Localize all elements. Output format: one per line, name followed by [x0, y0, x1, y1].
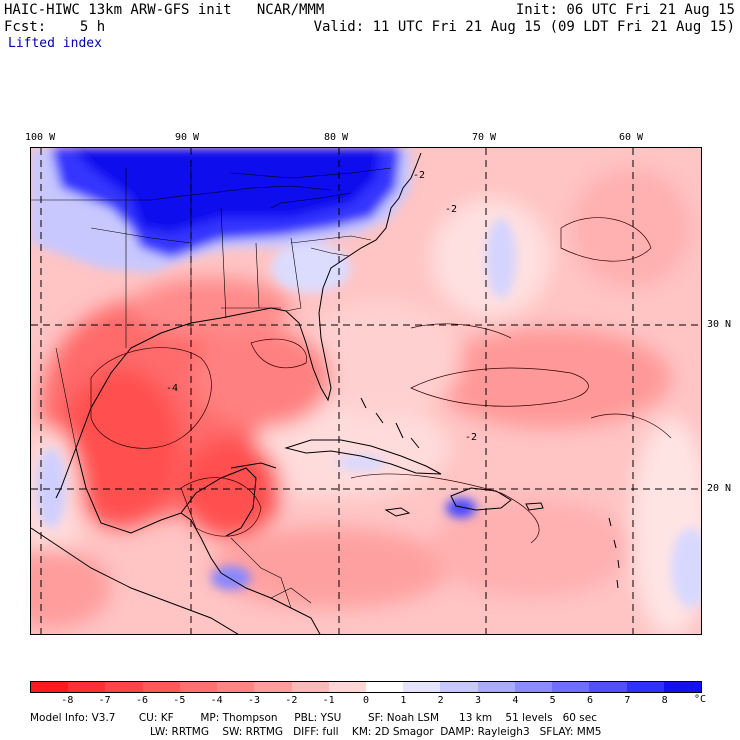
- colorbar-tick-label: 1: [400, 695, 407, 706]
- colorbar: [30, 681, 702, 693]
- colorbar-tick-label: 7: [624, 695, 631, 706]
- colorbar-tick-label: -6: [135, 695, 149, 706]
- colorbar-swatch: [68, 682, 106, 692]
- colorbar-tick-label: 5: [549, 695, 556, 706]
- colorbar-unit: °C: [694, 694, 707, 705]
- colorbar-swatch: [328, 682, 366, 692]
- header-init: Init: 06 UTC Fri 21 Aug 15: [515, 2, 735, 18]
- header-title: HAIC-HIWC 13km ARW-GFS init NCAR/MMM: [4, 2, 325, 18]
- coastlines: [31, 152, 620, 634]
- colorbar-swatch: [365, 682, 404, 692]
- colorbar-tick-label: -1: [322, 695, 335, 706]
- colorbar-tick-label: 0: [362, 695, 370, 706]
- lon-label-70w: 70 W: [472, 132, 497, 143]
- colorbar-tick-label: -2: [285, 695, 298, 706]
- lon-label-80w: 80 W: [324, 132, 349, 143]
- colorbar-swatch: [589, 682, 627, 692]
- contour-label: -2: [445, 204, 458, 215]
- colorbar-swatch: [291, 682, 329, 692]
- colorbar-tick-label: -8: [61, 695, 74, 706]
- lon-label-60w: 60 W: [619, 132, 644, 143]
- colorbar-tick-label: 2: [437, 695, 444, 706]
- colorbar-tick-label: 3: [474, 695, 482, 706]
- colorbar-tick-label: -3: [247, 695, 261, 706]
- lifted-index-map: -2 -2 -2 -4: [30, 147, 702, 635]
- colorbar-swatch: [663, 682, 701, 692]
- colorbar-swatch: [477, 682, 515, 692]
- header-valid: Valid: 11 UTC Fri 21 Aug 15 (09 LDT Fri …: [313, 19, 735, 35]
- map-graphic: [31, 148, 701, 634]
- colorbar-tick-label: -7: [98, 695, 111, 706]
- contour-label: -2: [413, 170, 426, 181]
- colorbar-swatch: [179, 682, 218, 692]
- colorbar-swatch: [514, 682, 553, 692]
- colorbar-tick-label: 4: [512, 695, 519, 706]
- colorbar-swatch: [552, 682, 590, 692]
- colorbar-swatch: [626, 682, 664, 692]
- colorbar-swatch: [142, 682, 180, 692]
- model-info-line2: LW: RRTMG SW: RRTMG DIFF: full KM: 2D Sm…: [150, 726, 602, 738]
- lat-label-20n: 20 N: [707, 483, 732, 494]
- colorbar-tick-label: 6: [586, 695, 594, 706]
- graticule: [31, 148, 701, 634]
- contours: [90, 217, 672, 544]
- contour-label: -4: [166, 383, 179, 394]
- colorbar-swatch: [31, 682, 69, 692]
- colorbar-tick-label: -5: [173, 695, 186, 706]
- colorbar-swatch: [440, 682, 478, 692]
- header-forecast: Fcst: 5 h: [4, 19, 106, 35]
- field-name: Lifted index: [8, 36, 102, 51]
- colorbar-tick-label: 8: [661, 695, 668, 706]
- lon-label-90w: 90 W: [175, 132, 200, 143]
- field-shading: [31, 168, 701, 634]
- colorbar-tick-label: -4: [210, 695, 223, 706]
- colorbar-swatch: [254, 682, 292, 692]
- colorbar-swatch: [403, 682, 441, 692]
- contour-label: -2: [465, 432, 478, 443]
- model-info-line1: Model Info: V3.7 CU: KF MP: Thompson PBL…: [30, 712, 597, 724]
- lon-label-100w: 100 W: [25, 132, 56, 143]
- lat-label-30n: 30 N: [707, 319, 732, 330]
- colorbar-swatch: [217, 682, 255, 692]
- colorbar-swatch: [105, 682, 143, 692]
